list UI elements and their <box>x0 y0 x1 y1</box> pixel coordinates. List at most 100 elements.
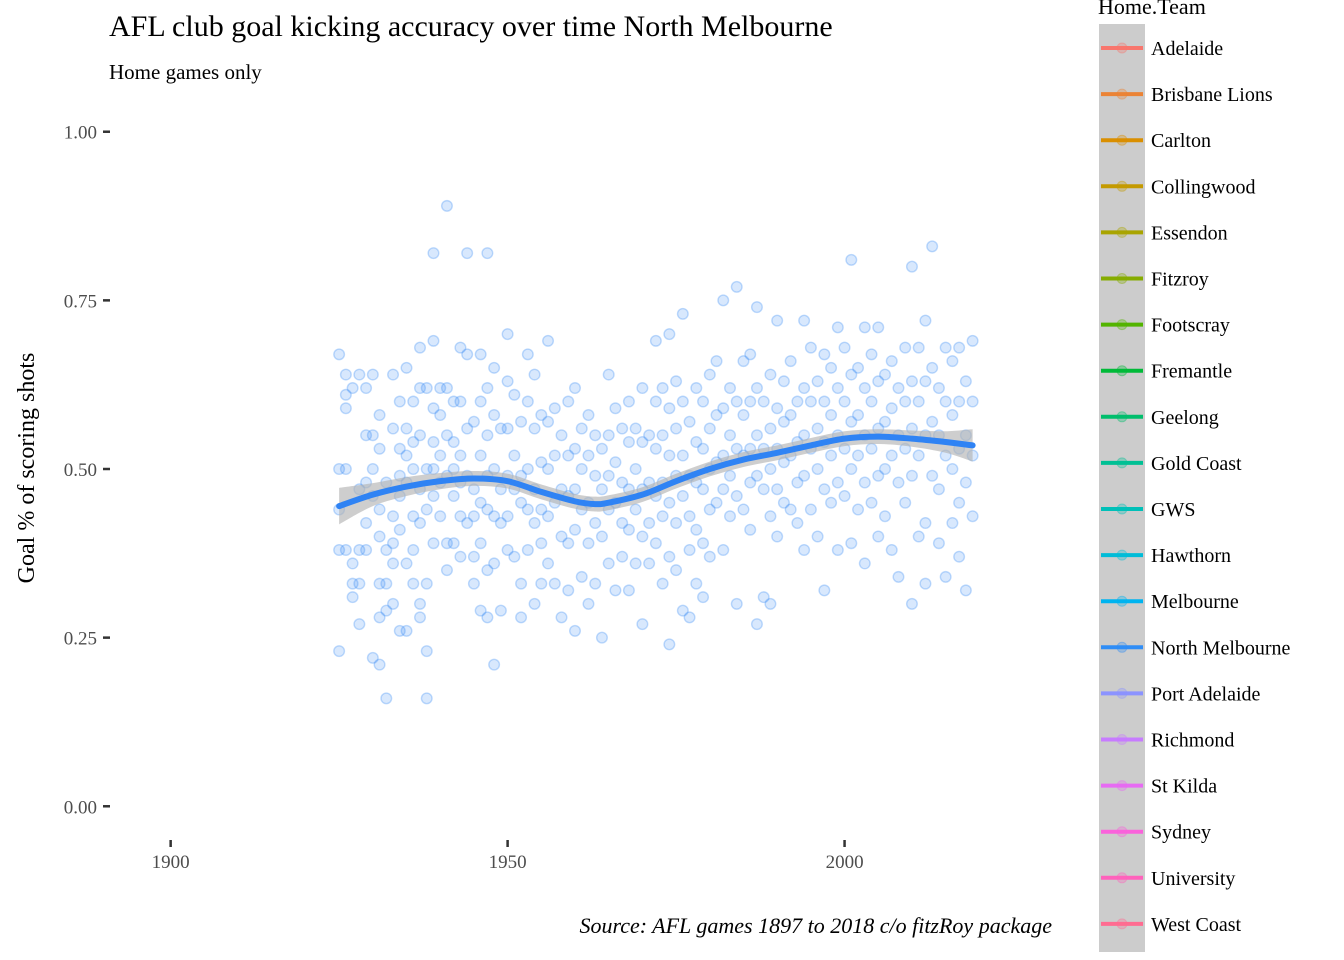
data-point <box>400 557 413 570</box>
chart-subtitle: Home games only <box>109 60 262 84</box>
data-point <box>528 368 541 381</box>
data-point <box>481 503 494 516</box>
data-point <box>602 557 615 570</box>
data-point <box>683 611 696 624</box>
data-point <box>454 395 467 408</box>
legend-key-point <box>1116 180 1128 192</box>
data-point <box>535 577 548 590</box>
data-point <box>683 543 696 556</box>
data-point <box>521 395 534 408</box>
data-point <box>609 402 622 415</box>
data-point <box>710 409 723 422</box>
data-point <box>730 280 743 293</box>
data-point <box>461 247 474 260</box>
data-point <box>333 543 346 556</box>
data-point <box>535 456 548 469</box>
legend-item: Melbourne <box>1101 591 1239 613</box>
data-point <box>346 382 359 395</box>
data-point <box>932 483 945 496</box>
data-point <box>953 341 966 354</box>
data-point <box>622 584 635 597</box>
legend-label: Brisbane Lions <box>1151 84 1273 106</box>
data-point <box>953 496 966 509</box>
data-point <box>467 577 480 590</box>
legend-key-point <box>1116 687 1128 699</box>
data-point <box>474 395 487 408</box>
data-point <box>663 402 676 415</box>
data-point <box>905 260 918 273</box>
data-point <box>676 395 689 408</box>
data-point <box>690 577 703 590</box>
data-point <box>825 496 838 509</box>
data-point <box>912 449 925 462</box>
data-point <box>697 395 710 408</box>
data-point <box>481 429 494 442</box>
data-point <box>879 368 892 381</box>
data-point <box>932 537 945 550</box>
legend-label: Geelong <box>1151 407 1219 429</box>
data-point <box>346 557 359 570</box>
data-point <box>710 355 723 368</box>
data-point <box>966 510 979 523</box>
data-point <box>366 651 379 664</box>
data-point <box>744 523 757 536</box>
data-point <box>697 442 710 455</box>
data-point <box>481 564 494 577</box>
data-point <box>616 550 629 563</box>
data-point <box>393 624 406 637</box>
data-point <box>414 382 427 395</box>
data-point <box>872 375 885 388</box>
data-point <box>542 463 555 476</box>
data-point <box>838 489 851 502</box>
data-point <box>865 395 878 408</box>
data-point <box>764 463 777 476</box>
data-point <box>636 382 649 395</box>
data-point <box>501 422 514 435</box>
data-point <box>798 543 811 556</box>
data-point <box>690 382 703 395</box>
data-point <box>697 591 710 604</box>
data-point <box>703 503 716 516</box>
data-point <box>919 516 932 529</box>
data-point <box>885 355 898 368</box>
data-point <box>400 449 413 462</box>
data-point <box>427 463 440 476</box>
data-point <box>494 422 507 435</box>
data-point <box>899 395 912 408</box>
legend-label: North Melbourne <box>1151 637 1291 659</box>
data-point <box>629 463 642 476</box>
data-point <box>339 463 352 476</box>
data-point <box>346 591 359 604</box>
data-point <box>791 395 804 408</box>
data-point <box>845 253 858 266</box>
data-point <box>447 489 460 502</box>
legend-item: GWS <box>1101 499 1195 521</box>
data-point <box>488 658 501 671</box>
data-point <box>474 449 487 462</box>
legend-item: Fremantle <box>1101 361 1232 383</box>
data-point <box>845 537 858 550</box>
data-point <box>656 577 669 590</box>
data-point <box>764 368 777 381</box>
data-point <box>521 543 534 556</box>
data-point <box>703 368 716 381</box>
data-point <box>380 543 393 556</box>
data-point <box>454 449 467 462</box>
data-point <box>670 422 683 435</box>
legend-key-point <box>1116 365 1128 377</box>
legend-title: Home.Team <box>1098 0 1206 19</box>
data-point <box>366 463 379 476</box>
data-point <box>663 328 676 341</box>
data-point <box>393 523 406 536</box>
data-point <box>434 510 447 523</box>
data-point <box>555 429 568 442</box>
data-point <box>407 463 420 476</box>
data-point <box>387 557 400 570</box>
data-point <box>440 199 453 212</box>
data-point <box>919 577 932 590</box>
data-point <box>569 624 582 637</box>
data-point <box>959 375 972 388</box>
data-point <box>555 611 568 624</box>
data-point <box>339 402 352 415</box>
